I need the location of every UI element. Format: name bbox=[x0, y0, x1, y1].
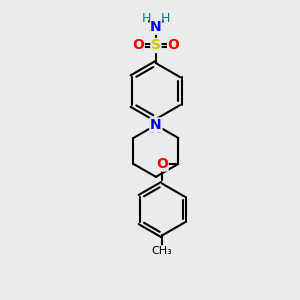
Text: O: O bbox=[156, 157, 168, 171]
Text: N: N bbox=[150, 118, 162, 132]
Text: CH₃: CH₃ bbox=[152, 246, 172, 256]
Text: H: H bbox=[160, 13, 170, 26]
Text: N: N bbox=[150, 20, 162, 34]
Text: S: S bbox=[151, 38, 161, 52]
Text: O: O bbox=[168, 38, 179, 52]
Text: H: H bbox=[142, 13, 151, 26]
Text: O: O bbox=[132, 38, 144, 52]
Text: N: N bbox=[150, 122, 162, 136]
